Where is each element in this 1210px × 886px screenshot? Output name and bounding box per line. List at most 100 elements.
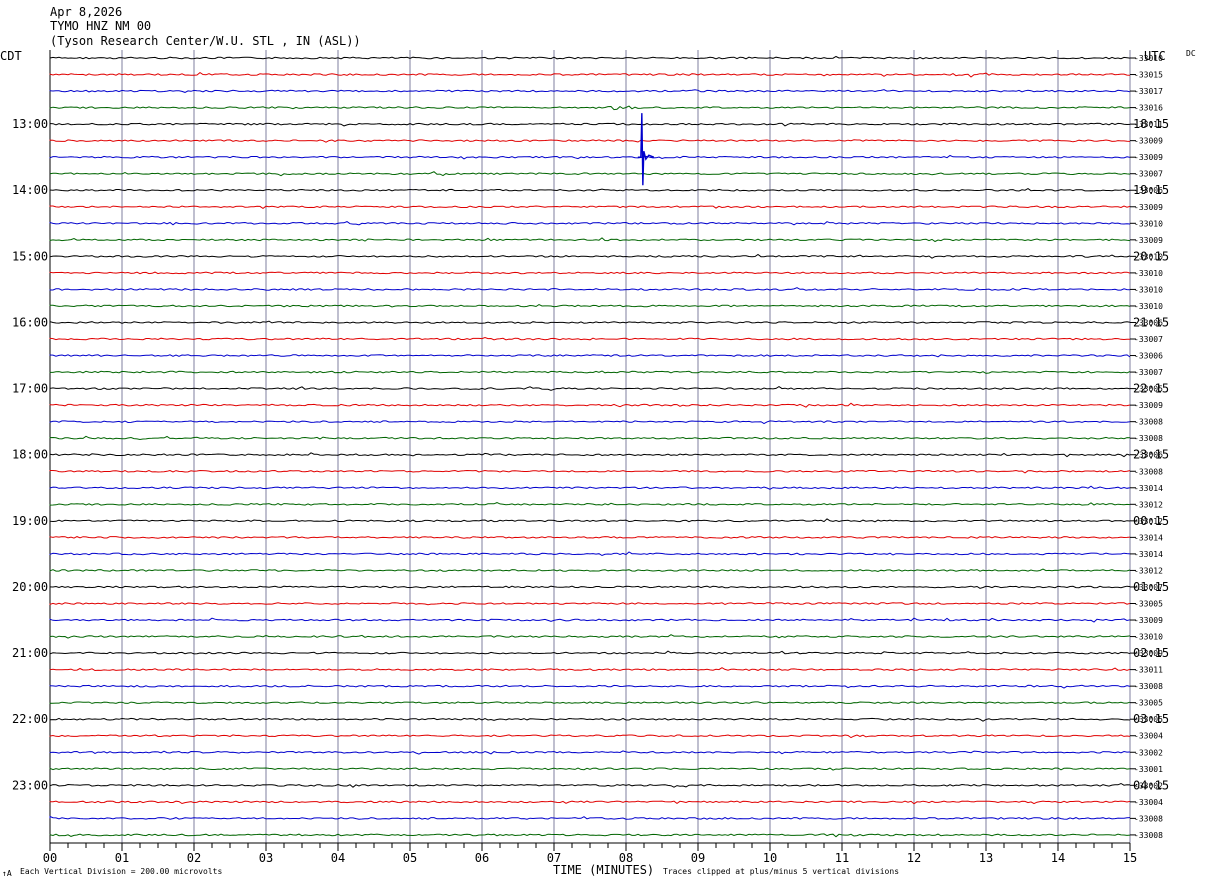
x-tick-label: 05 <box>403 851 417 865</box>
dc-offset-label: -33001 <box>1134 765 1163 774</box>
station-label: TYMO HNZ NM 00 <box>50 19 151 33</box>
utc-hour-label: 22:15 <box>1133 382 1169 396</box>
dc-offset-label: -33016 <box>1134 104 1163 113</box>
seismic-trace <box>49 734 1131 739</box>
dc-offset-label: -33007 <box>1134 368 1163 377</box>
utc-label: UTC <box>1144 49 1166 63</box>
dc-offset-label: -33010 <box>1134 219 1163 228</box>
seismic-trace <box>49 205 1131 210</box>
utc-hour-label: 21:15 <box>1133 315 1169 329</box>
cdt-hour-label: 22:00 <box>12 712 48 726</box>
dc-offset-label: -33005 <box>1134 385 1163 394</box>
utc-hour-label: 02:15 <box>1133 646 1169 660</box>
seismic-trace <box>49 271 1131 275</box>
dc-offset-label: -33012 <box>1134 500 1163 509</box>
x-tick-label: 13 <box>979 851 993 865</box>
dc-offset-label: -33009 <box>1134 649 1163 658</box>
seismic-trace <box>49 336 1130 341</box>
seismic-trace <box>49 154 1131 160</box>
cdt-hour-label: 17:00 <box>12 382 48 396</box>
clipped-spike-trace <box>637 113 655 186</box>
x-axis-title: TIME (MINUTES) <box>553 863 654 877</box>
x-tick-label: 03 <box>259 851 273 865</box>
dc-label: DC <box>1186 49 1196 58</box>
seismic-trace <box>49 617 1131 623</box>
clip-label: Traces clipped at plus/minus 5 vertical … <box>663 867 899 876</box>
marker-label: ↑A <box>2 869 12 878</box>
dc-offset-label: -33011 <box>1134 666 1163 675</box>
seismic-trace <box>49 354 1131 358</box>
x-tick-label: 09 <box>691 851 705 865</box>
seismic-trace <box>49 139 1131 143</box>
seismic-trace <box>49 469 1131 474</box>
dc-offset-label: -33006 <box>1134 352 1163 361</box>
x-tick-label: 11 <box>835 851 849 865</box>
x-tick-label: 01 <box>115 851 129 865</box>
dc-offset-label: -33008 <box>1134 418 1163 427</box>
seismic-trace <box>49 585 1131 589</box>
dc-offset-label: -33002 <box>1134 748 1163 757</box>
utc-hour-label: 20:15 <box>1133 249 1169 263</box>
dc-offset-label: -33004 <box>1134 798 1163 807</box>
dc-offset-label: -33009 <box>1134 203 1163 212</box>
seismic-trace <box>49 435 1131 441</box>
dc-offset-label: -33012 <box>1134 566 1163 575</box>
date-label: Apr 8,2026 <box>50 5 122 19</box>
seismic-trace <box>49 420 1131 425</box>
dc-offset-label: -33007 <box>1134 170 1163 179</box>
dc-offset-label: -33007 <box>1134 583 1163 592</box>
cdt-hour-label: 14:00 <box>12 183 48 197</box>
x-tick-label: 15 <box>1123 851 1137 865</box>
dc-offset-label: -33002 <box>1134 781 1163 790</box>
utc-hour-label: 18:15 <box>1133 117 1169 131</box>
seismic-trace <box>49 650 1131 655</box>
utc-hour-label: 19:15 <box>1133 183 1169 197</box>
seismic-trace <box>49 55 1131 60</box>
dc-offset-label: -33004 <box>1134 732 1163 741</box>
x-tick-label: 10 <box>763 851 777 865</box>
x-axis: 00 01 02 03 04 05 06 07 08 09 10 11 12 13 14 15 <box>43 842 1137 865</box>
seismic-trace <box>49 568 1131 573</box>
seismic-trace <box>49 800 1131 805</box>
hour-labels: -33010 -33015 -33017 -33016 -33011 -33009 -330… <box>12 54 1169 840</box>
seismic-trace <box>49 667 1131 672</box>
dc-offset-label: -33009 <box>1134 137 1163 146</box>
dc-offset-label: -33015 <box>1134 71 1163 80</box>
dc-offset-label: -33014 <box>1134 533 1163 542</box>
dc-offset-label: -33008 <box>1134 831 1163 840</box>
seismic-trace <box>49 71 1131 78</box>
seismic-trace <box>49 536 1131 539</box>
dc-offset-label: -33009 <box>1134 153 1163 162</box>
seismic-trace <box>49 320 1131 324</box>
dc-offset-label: -33014 <box>1134 550 1163 559</box>
cdt-label: CDT <box>0 49 22 63</box>
seismic-trace <box>49 221 1131 226</box>
seismic-trace <box>49 701 1131 705</box>
dc-offset-label: -33005 <box>1134 699 1163 708</box>
cdt-hour-label: 21:00 <box>12 646 48 660</box>
utc-hour-label: 03:15 <box>1133 712 1169 726</box>
cdt-hour-label: 23:00 <box>12 778 48 792</box>
cdt-hour-label: 20:00 <box>12 580 48 594</box>
dc-offset-label: -33010 <box>1134 285 1163 294</box>
x-tick-label: 07 <box>547 851 561 865</box>
dc-offset-label: -33006 <box>1134 318 1163 327</box>
dc-offset-label: -33007 <box>1134 335 1163 344</box>
x-tick-label: 14 <box>1051 851 1065 865</box>
seismic-trace <box>49 287 1131 291</box>
dc-offset-label: -33008 <box>1134 814 1163 823</box>
seismic-trace <box>49 782 1131 788</box>
dc-offset-label: -33009 <box>1134 236 1163 245</box>
utc-hour-label: 00:15 <box>1133 514 1169 528</box>
dc-offset-label: -33006 <box>1134 186 1163 195</box>
utc-hour-label: 01:15 <box>1133 580 1169 594</box>
x-tick-label: 08 <box>619 851 633 865</box>
cdt-hour-label: 16:00 <box>12 315 48 329</box>
scale-label: Each Vertical Division = 200.00 microvol… <box>20 867 222 876</box>
x-tick-label: 12 <box>907 851 921 865</box>
seismic-trace <box>49 402 1131 408</box>
dc-offset-label: -33010 <box>1134 633 1163 642</box>
cdt-hour-label: 15:00 <box>12 249 48 263</box>
seismic-trace <box>49 370 1131 374</box>
